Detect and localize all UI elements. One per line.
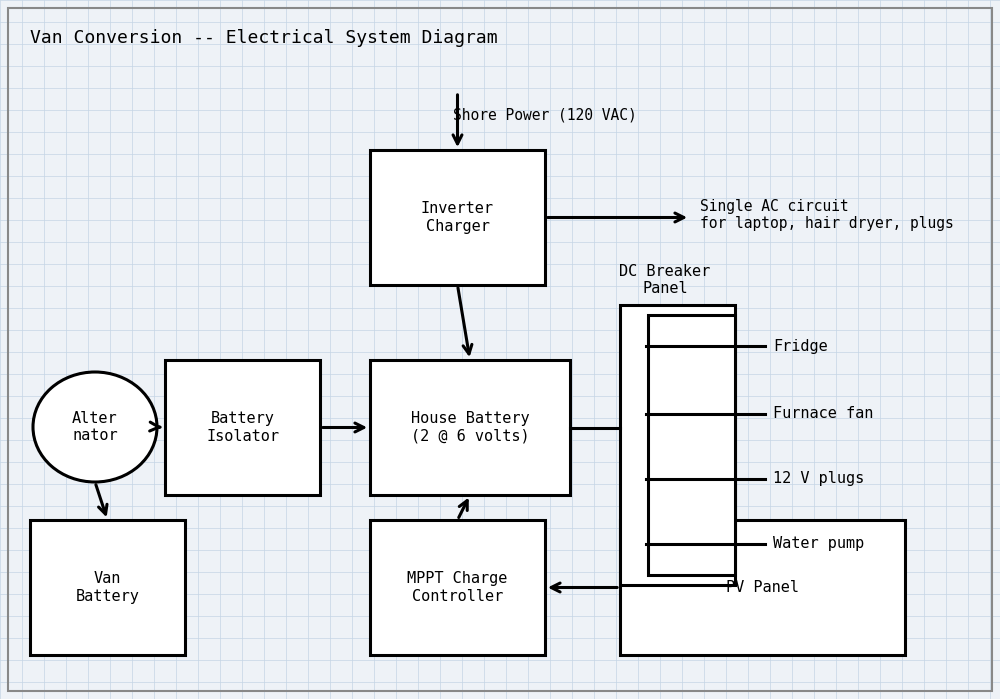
Bar <box>370 360 570 495</box>
Bar <box>620 520 905 655</box>
Bar <box>30 520 185 655</box>
Text: Furnace fan: Furnace fan <box>773 406 873 421</box>
Text: Van
Battery: Van Battery <box>76 571 139 604</box>
Bar <box>648 315 735 575</box>
Bar <box>370 150 545 285</box>
Ellipse shape <box>33 372 157 482</box>
Text: Battery
Isolator: Battery Isolator <box>206 411 279 444</box>
Text: Alter
nator: Alter nator <box>72 411 118 443</box>
Text: Water pump: Water pump <box>773 536 864 552</box>
Bar <box>620 305 735 585</box>
Text: House Battery
(2 @ 6 volts): House Battery (2 @ 6 volts) <box>411 411 529 444</box>
Text: Fridge: Fridge <box>773 339 828 354</box>
Text: Van Conversion -- Electrical System Diagram: Van Conversion -- Electrical System Diag… <box>30 29 498 47</box>
Text: MPPT Charge
Controller: MPPT Charge Controller <box>407 571 508 604</box>
Text: PV Panel: PV Panel <box>726 580 799 595</box>
Bar <box>165 360 320 495</box>
Text: Shore Power (120 VAC): Shore Power (120 VAC) <box>453 108 637 122</box>
Text: Single AC circuit
for laptop, hair dryer, plugs: Single AC circuit for laptop, hair dryer… <box>700 199 954 231</box>
Text: Inverter
Charger: Inverter Charger <box>421 201 494 233</box>
Bar <box>370 520 545 655</box>
Text: 12 V plugs: 12 V plugs <box>773 471 864 487</box>
Text: DC Breaker
Panel: DC Breaker Panel <box>619 264 711 296</box>
